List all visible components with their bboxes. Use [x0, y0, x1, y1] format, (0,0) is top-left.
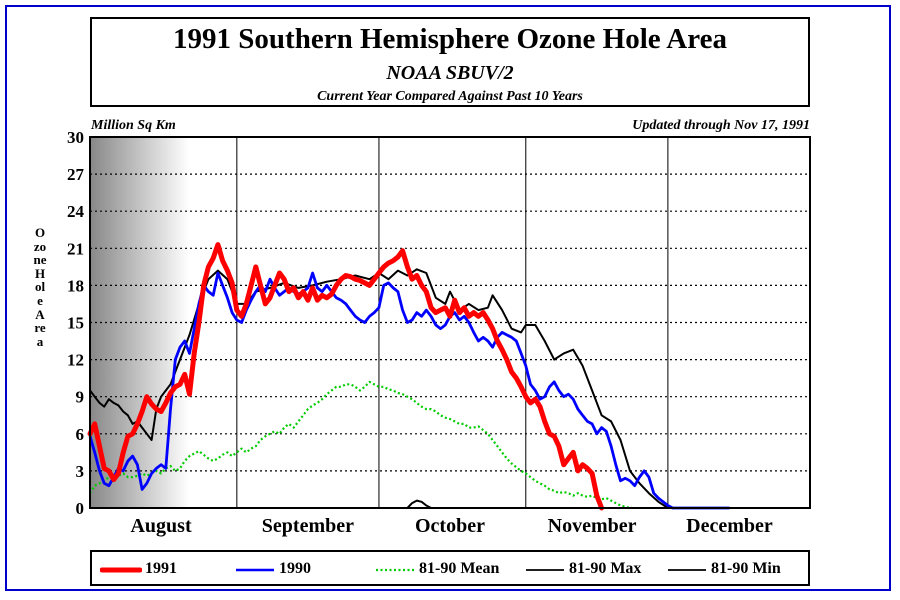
- series-line-1990: [88, 271, 730, 510]
- y-tick-label: 0: [76, 499, 85, 518]
- y-tick-label: 12: [67, 351, 84, 370]
- series-line-81-90-min: [406, 499, 432, 509]
- y-tick-label: 9: [76, 388, 85, 407]
- y-tick-label: 30: [67, 128, 84, 147]
- x-tick-label-august: August: [130, 515, 191, 537]
- x-tick-label-december: December: [686, 515, 773, 537]
- chart-title: 1991 Southern Hemisphere Ozone Hole Area: [173, 23, 727, 55]
- legend-swatch-max: [526, 569, 564, 571]
- plot-frame: [89, 136, 811, 509]
- legend-swatch-mean: [376, 568, 414, 572]
- title-box: 1991 Southern Hemisphere Ozone Hole Area…: [90, 17, 810, 107]
- legend-swatch-min: [668, 569, 706, 571]
- unit-label: Million Sq Km: [91, 118, 176, 133]
- y-tick-label: 6: [76, 425, 85, 444]
- y-tick-label: 24: [67, 202, 85, 221]
- series-line-81-90-max: [89, 268, 669, 509]
- y-axis-label: Ozone Hole Area: [33, 225, 47, 349]
- y-tick-label: 21: [67, 239, 84, 258]
- legend-label-1991: 1991: [145, 560, 177, 577]
- legend-swatch-1991: [100, 567, 142, 573]
- legend-label-max: 81-90 Max: [569, 560, 642, 577]
- legend-label-mean: 81-90 Mean: [419, 560, 500, 577]
- chart-subtitle: NOAA SBUV/2: [386, 62, 514, 84]
- y-tick-label: 15: [67, 314, 84, 333]
- chart-note: Current Year Compared Against Past 10 Ye…: [317, 89, 583, 104]
- series-line-81-90-mean: [89, 380, 631, 510]
- legend: 1991 1990 81-90 Mean 81-90 Max 81-90 Min: [90, 550, 810, 586]
- x-tick-label-november: November: [548, 515, 637, 537]
- series-line-1991: [87, 242, 605, 511]
- outer-frame: [5, 5, 891, 591]
- y-tick-label: 3: [76, 462, 85, 481]
- x-tick-label-september: September: [262, 515, 354, 537]
- legend-label-min: 81-90 Min: [711, 560, 781, 577]
- y-tick-label: 18: [67, 276, 84, 295]
- shaded-region: [90, 137, 190, 508]
- x-tick-label-october: October: [415, 515, 485, 537]
- y-tick-label: 27: [67, 165, 85, 184]
- updated-label: Updated through Nov 17, 1991: [632, 118, 810, 133]
- legend-swatch-1990: [236, 568, 274, 572]
- legend-label-1990: 1990: [279, 560, 311, 577]
